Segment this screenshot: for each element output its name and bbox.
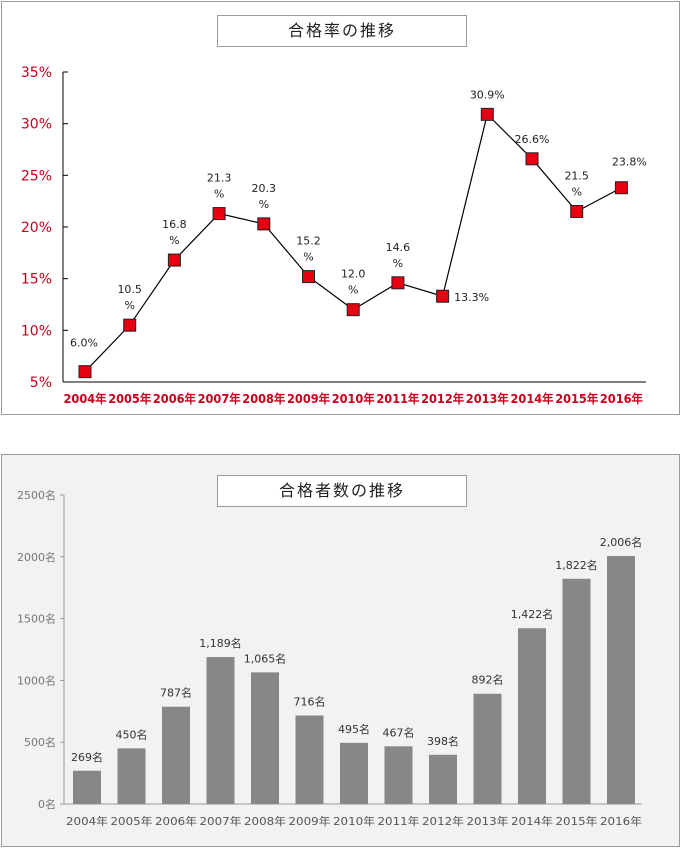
x-tick-label: 2012年 — [422, 814, 464, 828]
passers-count-panel: 合格者数の推移 0名 500名 1000名 1500名 2000名 2500名 269名 45… — [1, 454, 680, 847]
data-label: 16.8% — [162, 218, 187, 247]
x-tick-label: 2007年 — [200, 814, 242, 828]
data-bar — [607, 556, 635, 804]
data-point-marker — [480, 107, 494, 121]
data-bar — [429, 754, 457, 804]
y-tick-label: 15% — [21, 272, 52, 288]
data-label: 787名 — [160, 686, 192, 700]
passers-count-chart-title: 合格者数の推移 — [217, 475, 467, 507]
x-tick-label: 2006年 — [155, 814, 197, 828]
data-label: 892名 — [472, 673, 504, 687]
data-point-marker — [123, 318, 137, 332]
y-tick-label: 1000名 — [17, 673, 56, 687]
data-point-marker — [302, 270, 315, 284]
x-tick-label: 2011年 — [376, 391, 419, 406]
x-tick-label: 2015年 — [556, 814, 598, 828]
data-point-marker — [257, 217, 271, 231]
data-bar — [73, 770, 101, 804]
data-point-marker — [346, 303, 360, 317]
x-tick-label: 2004年 — [64, 391, 107, 406]
data-label: 12.0% — [341, 268, 366, 297]
data-point-marker — [525, 152, 539, 166]
y-tick-label: 20% — [21, 220, 52, 236]
data-label: 26.6% — [515, 133, 550, 146]
x-tick-label: 2016年 — [600, 814, 642, 828]
data-point-marker — [391, 276, 405, 290]
pass-rate-line-chart: 5% 10% 15% 20% 25% 30% 35% 2004年 2005年 2006年 2007年… — [21, 65, 647, 406]
data-label: 14.6% — [386, 241, 411, 270]
x-tick-label: 2012年 — [421, 391, 464, 406]
data-label: 21.3% — [207, 172, 232, 201]
pass-rate-panel: 合格率の推移 5% 10% 15% 20% 25% 30% 35% 2004年 2005年 200… — [1, 1, 680, 415]
x-tick-label: 2008年 — [242, 391, 285, 406]
data-label: 21.5% — [564, 170, 589, 199]
y-tick-label: 0名 — [38, 797, 56, 811]
y-tick-label: 10% — [21, 323, 52, 339]
data-label: 20.3% — [252, 182, 277, 211]
y-tick-label: 35% — [21, 65, 52, 81]
data-point-marker — [436, 289, 450, 303]
y-tick-label: 2000名 — [17, 550, 56, 564]
data-label: 30.9% — [470, 88, 505, 101]
pass-rate-series-line — [84, 113, 622, 373]
pass-rate-chart-title: 合格率の推移 — [217, 15, 467, 47]
passers-count-bar-chart: 0名 500名 1000名 1500名 2000名 2500名 269名 450名 787名 1,… — [17, 488, 643, 828]
data-point-marker — [78, 365, 92, 379]
x-tick-label: 2006年 — [153, 391, 196, 406]
data-bar — [162, 706, 190, 804]
x-tick-label: 2004年 — [66, 814, 108, 828]
data-bar — [473, 693, 502, 804]
y-tick-label: 30% — [21, 117, 52, 133]
data-bar — [295, 715, 324, 804]
y-tick-label: 500名 — [24, 735, 56, 749]
data-bar — [251, 672, 279, 804]
x-tick-label: 2009年 — [287, 391, 330, 406]
data-label: 15.2% — [296, 235, 321, 264]
data-bar — [562, 578, 591, 804]
data-point-marker — [167, 253, 181, 267]
y-tick-label: 1500名 — [17, 612, 56, 626]
x-tick-label: 2010年 — [332, 391, 375, 406]
data-bar — [117, 748, 146, 804]
x-tick-label: 2009年 — [289, 814, 331, 828]
x-tick-label: 2010年 — [333, 814, 375, 828]
data-point-marker — [570, 205, 584, 218]
x-tick-label: 2005年 — [108, 391, 151, 406]
data-label: 2,006名 — [600, 535, 643, 549]
data-label: 269名 — [71, 750, 103, 764]
data-label: 1,189名 — [199, 636, 242, 650]
data-label: 1,422名 — [511, 607, 554, 621]
data-label: 495名 — [338, 722, 370, 736]
data-label: 13.3% — [454, 291, 489, 304]
x-tick-label: 2013年 — [467, 814, 509, 828]
x-tick-label: 2005年 — [111, 814, 153, 828]
y-tick-label: 2500名 — [17, 488, 56, 502]
data-label: 467名 — [383, 725, 415, 739]
y-tick-label: 5% — [30, 375, 52, 391]
data-bar — [384, 746, 413, 804]
x-tick-label: 2014年 — [511, 391, 554, 406]
data-bar — [340, 742, 368, 804]
x-tick-label: 2007年 — [198, 391, 241, 406]
data-bar — [206, 657, 235, 804]
data-label: 450名 — [116, 727, 148, 741]
x-tick-label: 2014年 — [511, 814, 553, 828]
x-tick-label: 2008年 — [244, 814, 286, 828]
x-tick-label: 2013年 — [466, 391, 509, 406]
data-label: 1,065名 — [244, 651, 287, 665]
x-tick-label: 2016年 — [600, 391, 643, 406]
data-bar — [518, 628, 546, 804]
data-point-marker — [212, 207, 226, 221]
data-point-marker — [614, 181, 628, 195]
data-label: 398名 — [427, 734, 459, 748]
data-label: 1,822名 — [555, 558, 598, 572]
data-label: 23.8% — [612, 156, 647, 169]
x-tick-label: 2015年 — [555, 391, 598, 406]
x-tick-label: 2011年 — [378, 814, 420, 828]
data-label: 716名 — [294, 695, 326, 709]
y-tick-label: 25% — [21, 168, 52, 184]
data-label: 6.0% — [70, 337, 98, 350]
data-label: 10.5% — [117, 283, 142, 312]
